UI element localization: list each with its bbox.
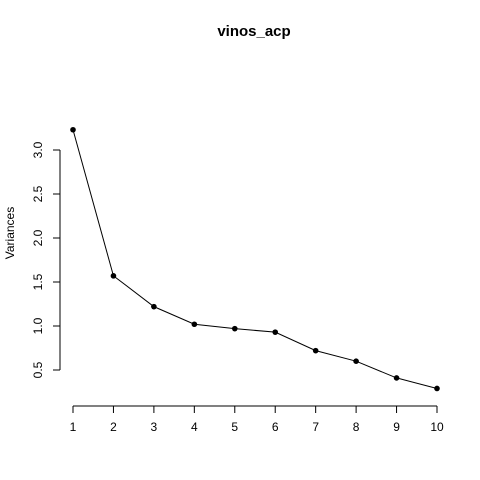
x-tick-label: 4	[191, 420, 198, 434]
x-tick-label: 1	[70, 420, 77, 434]
y-tick-label: 3.0	[31, 141, 45, 158]
data-point	[110, 273, 117, 279]
data-point	[191, 321, 198, 328]
x-tick-label: 10	[430, 420, 444, 434]
data-point	[272, 329, 279, 335]
x-axis: 1 2 3 4 5 6 7 8 9 10	[70, 405, 444, 434]
x-tick-label: 3	[151, 420, 158, 434]
y-axis: 0.5 1.0 1.5 2.0 2.5 3.0	[31, 141, 61, 378]
data-point	[70, 126, 76, 133]
data-point	[151, 303, 157, 310]
y-tick-label: 2.5	[31, 185, 45, 202]
data-point	[353, 358, 359, 365]
y-axis-label: Variances	[3, 207, 17, 259]
data-point	[434, 385, 440, 392]
x-tick-label: 9	[393, 420, 400, 434]
x-tick-label: 2	[110, 420, 117, 434]
y-tick-label: 0.5	[31, 361, 45, 378]
y-tick-label: 2.0	[31, 229, 45, 246]
x-tick-label: 7	[312, 420, 319, 434]
y-tick-label: 1.5	[31, 273, 45, 290]
variance-line	[72, 129, 438, 389]
data-point	[393, 375, 400, 381]
variance-points	[70, 126, 440, 392]
x-tick-label: 5	[231, 420, 238, 434]
x-tick-label: 8	[353, 420, 360, 434]
data-point	[231, 325, 238, 332]
x-tick-label: 6	[272, 420, 279, 434]
y-tick-label: 1.0	[31, 317, 45, 334]
chart-title: vinos_acp	[217, 23, 290, 40]
data-point	[312, 347, 319, 354]
